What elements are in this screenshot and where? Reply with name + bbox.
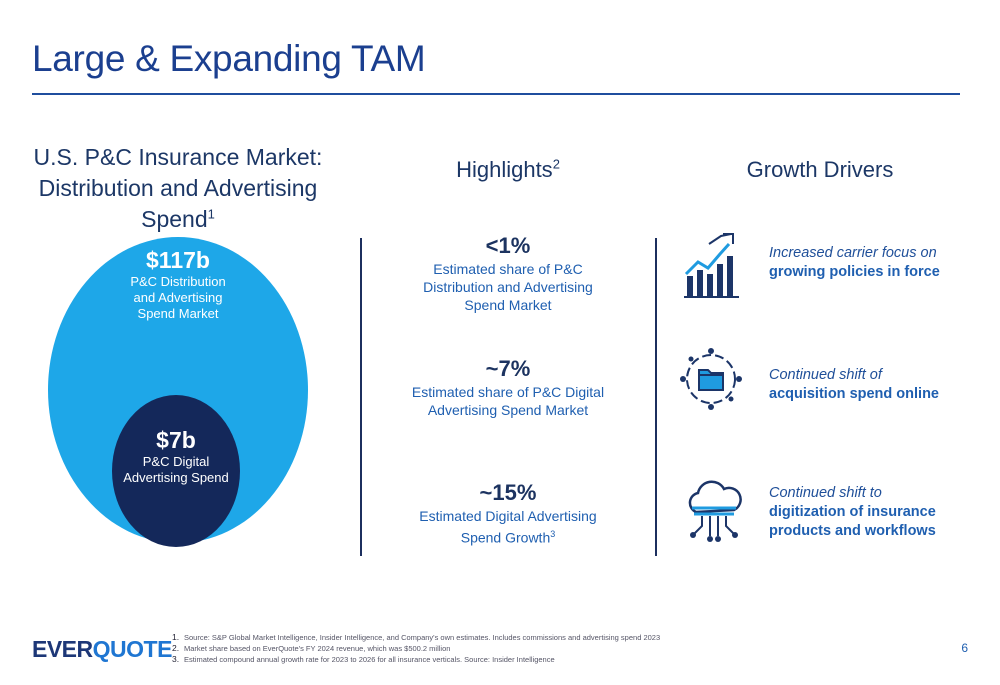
outer-market-text: $117b P&C Distribution and Advertising S… — [96, 246, 260, 322]
market-bubbles — [48, 237, 308, 547]
highlight-value: ~15% — [479, 480, 537, 505]
outer-label-1: P&C Distribution — [130, 274, 226, 289]
inner-label-1: P&C Digital — [142, 454, 210, 469]
outer-label-3: Spend Market — [137, 306, 219, 321]
driver-emphasis: acquisition spend online — [769, 386, 939, 402]
driver-emphasis: products and workflows — [769, 523, 936, 539]
driver-item: Increased carrier focus on growing polic… — [769, 244, 969, 282]
cloud-network-icon — [688, 480, 742, 542]
market-heading-line1: U.S. P&C Insurance Market: — [33, 144, 323, 170]
driver-lead: Increased carrier focus on — [769, 245, 937, 261]
inner-digital-circle — [112, 395, 240, 547]
driver-lead: Continued shift of — [769, 367, 882, 383]
driver-emphasis: growing policies in force — [769, 264, 940, 280]
highlight-item: ~15% Estimated Digital Advertising Spend… — [393, 479, 623, 547]
highlight-text: Distribution and Advertising — [423, 279, 593, 295]
column-divider-right — [655, 238, 657, 556]
highlights-heading: Highlights2 — [456, 156, 560, 182]
folder-cycle-icon — [680, 348, 742, 410]
inner-label-2: Advertising Spend — [123, 470, 229, 485]
highlight-text: Estimated Digital Advertising — [419, 508, 597, 524]
highlight-item: <1% Estimated share of P&C Distribution … — [393, 232, 623, 314]
column-divider-left — [360, 238, 362, 556]
slide-title: Large & Expanding TAM — [32, 38, 426, 79]
highlight-text: Spend Market — [464, 297, 552, 313]
market-heading: U.S. P&C Insurance Market: Distribution … — [28, 142, 328, 235]
highlight-item: ~7% Estimated share of P&C Digital Adver… — [393, 355, 623, 419]
driver-item: Continued shift of acquisition spend onl… — [769, 366, 969, 404]
outer-label-2: and Advertising — [133, 290, 223, 305]
highlight-value: ~7% — [485, 356, 531, 381]
footnote-row: 3. Estimated compound annual growth rate … — [172, 654, 555, 664]
driver-item: Continued shift to digitization of insur… — [769, 484, 969, 541]
growth-chart-icon — [684, 233, 739, 298]
highlight-text: Spend Growth3 — [460, 529, 556, 546]
drivers-heading: Growth Drivers — [746, 157, 894, 182]
page-number: 6 — [961, 641, 968, 655]
inner-market-text: $7b P&C Digital Advertising Spend — [112, 426, 240, 486]
everquote-logo: EVERQUOTE — [32, 636, 172, 662]
driver-lead: Continued shift to — [769, 485, 882, 501]
title-divider — [32, 93, 960, 95]
outer-amount: $117b — [146, 247, 210, 273]
highlight-value: <1% — [485, 233, 531, 258]
market-heading-line3: Spend1 — [141, 206, 215, 232]
highlight-text: Estimated share of P&C — [433, 261, 583, 277]
footnotes: 1. Source: S&P Global Market Intelligence… — [172, 632, 660, 665]
footnote-row: 2. Market share based on EverQuote's FY 2… — [172, 643, 451, 653]
inner-amount: $7b — [156, 427, 196, 453]
footnote-row: 1. Source: S&P Global Market Intelligence… — [172, 632, 661, 642]
market-heading-line2: Distribution and Advertising — [38, 175, 318, 201]
highlight-text: Advertising Spend Market — [427, 402, 589, 418]
driver-emphasis: digitization of insurance — [769, 504, 936, 520]
highlight-text: Estimated share of P&C Digital — [411, 384, 605, 400]
